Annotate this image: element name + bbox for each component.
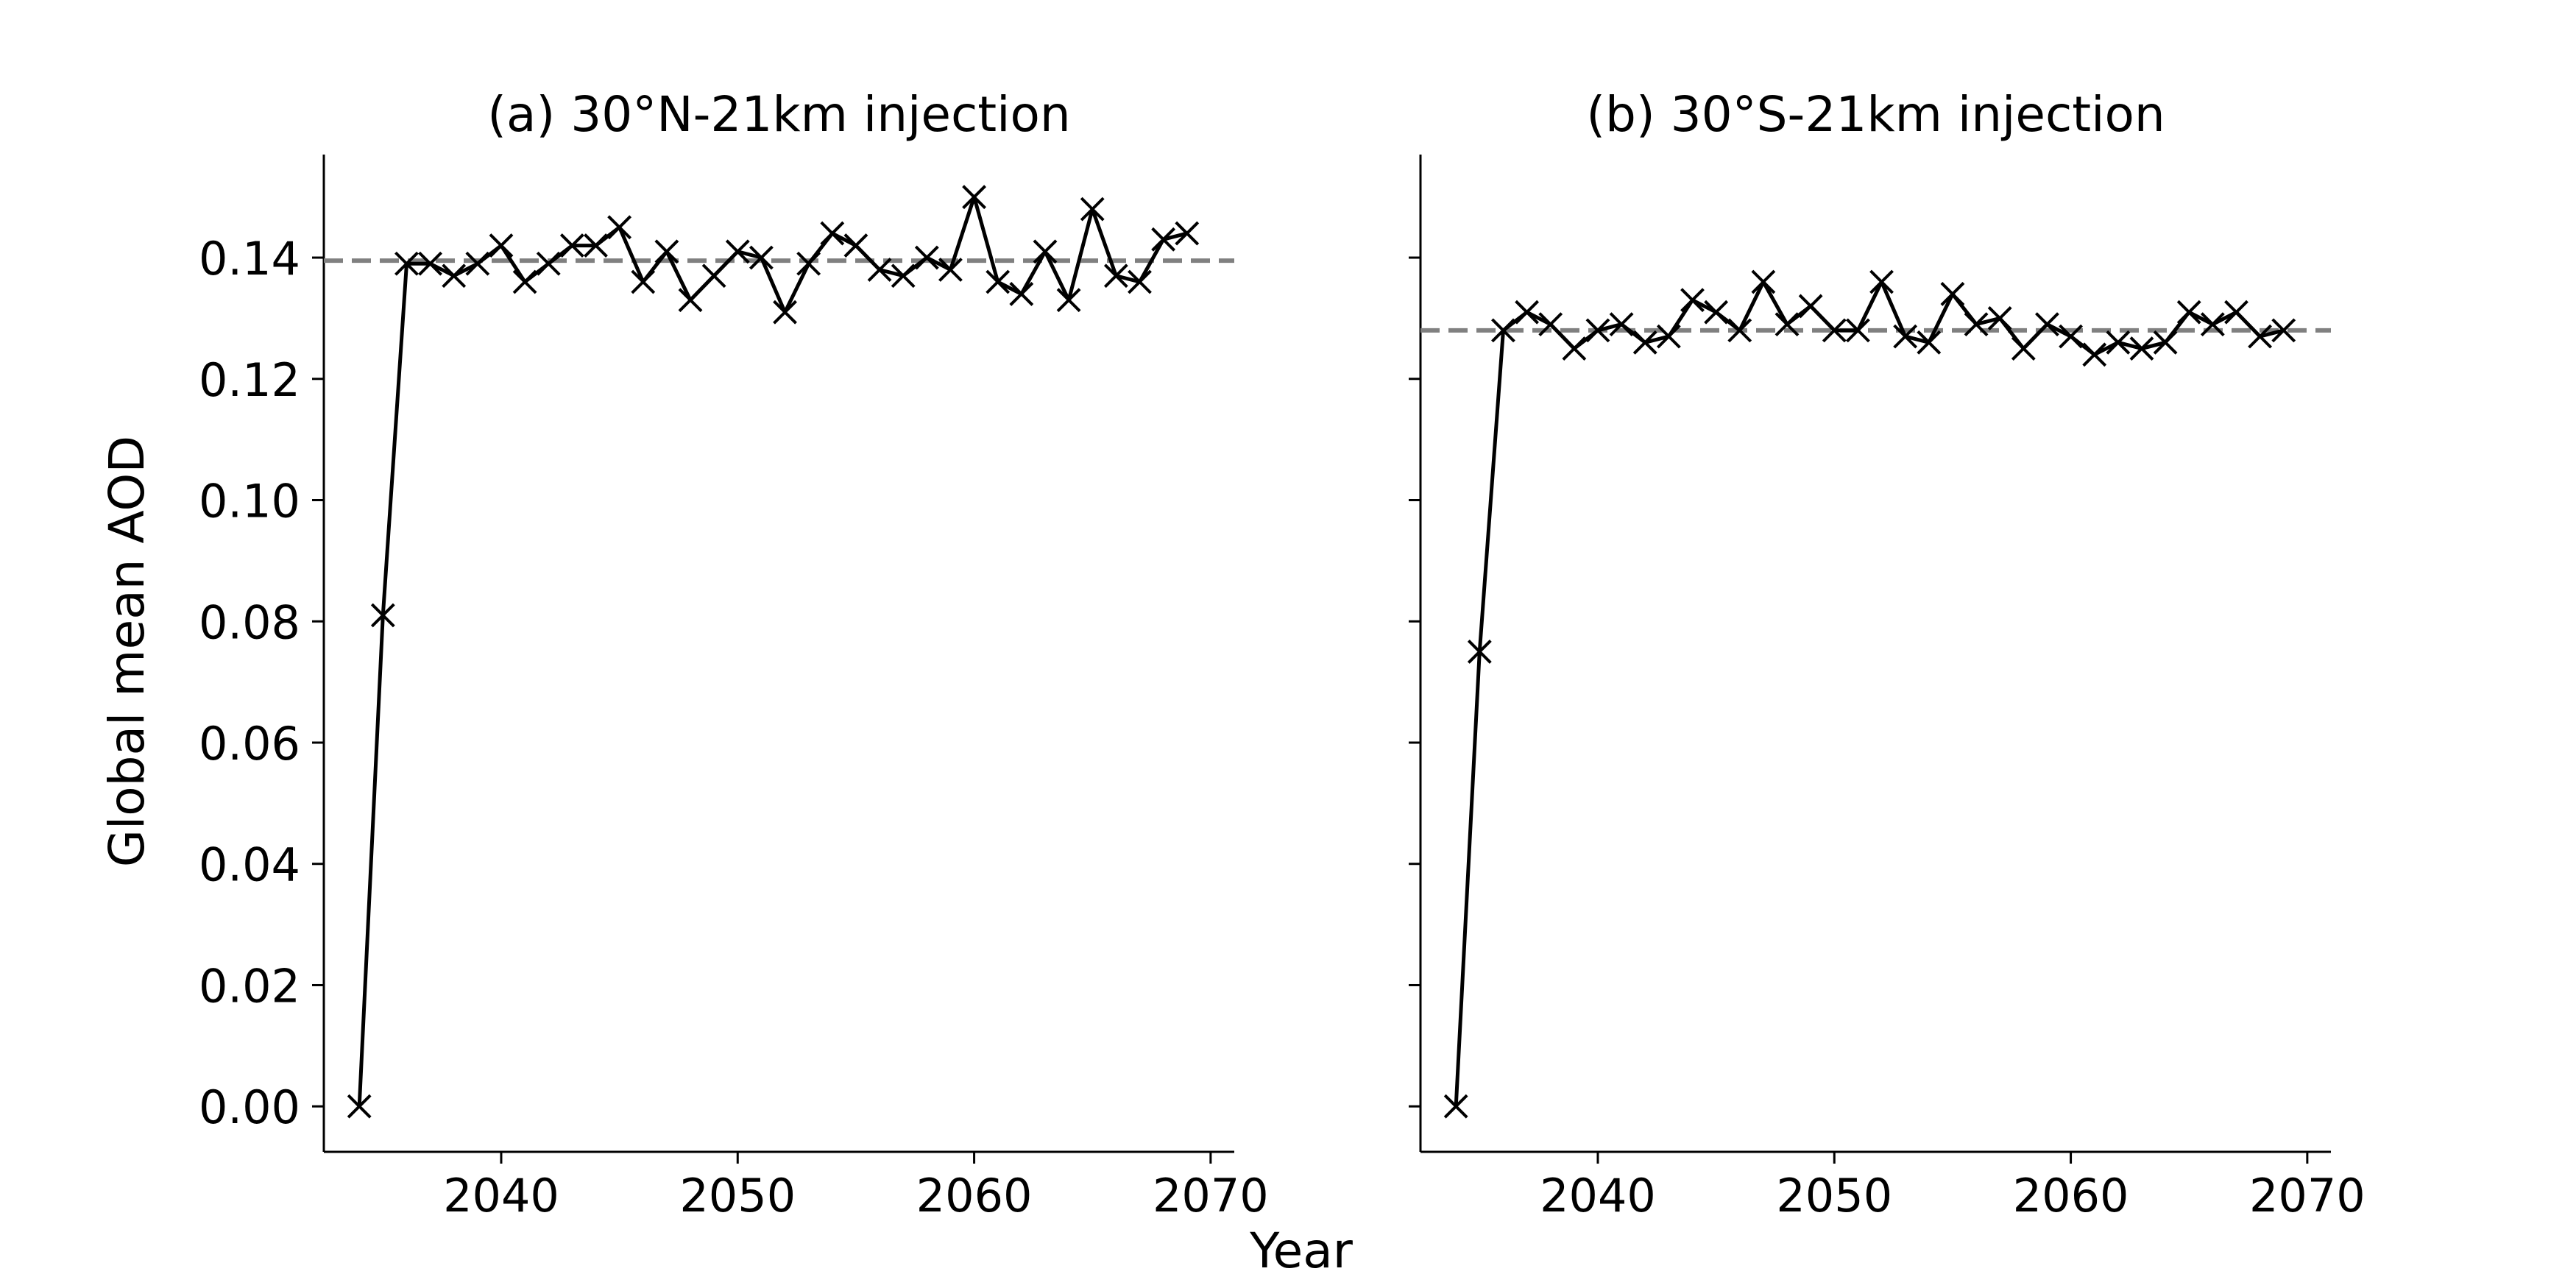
data-point-marker [1632, 330, 1657, 355]
data-point-marker [1128, 269, 1152, 294]
data-point-marker [347, 1094, 372, 1119]
data-point-marker [512, 269, 537, 294]
data-point-marker [1103, 263, 1128, 289]
x-tick-label: 2060 [2013, 1169, 2129, 1222]
data-point-marker [1175, 221, 1200, 246]
data-point-marker [442, 263, 467, 289]
data-point-marker [2106, 330, 2131, 355]
chart-title: (a) 30°N-21km injection [487, 86, 1070, 143]
data-point-marker [914, 245, 939, 270]
data-point-marker [2271, 318, 2296, 343]
data-point-marker [867, 258, 892, 282]
data-point-marker [1940, 282, 1965, 306]
data-point-marker [1704, 300, 1729, 325]
x-tick-label: 2040 [443, 1169, 559, 1222]
data-point-marker [370, 603, 395, 628]
data-point-marker [1656, 324, 1681, 349]
data-point-marker [2011, 336, 2036, 361]
y-tick-label: 0.14 [199, 232, 300, 286]
data-point-marker [891, 263, 916, 289]
data-point-marker [962, 185, 986, 210]
data-point-marker [1151, 227, 1176, 252]
panel-a: (a) 30°N-21km injection 0.00 0.02 0.04 0.06 0… [199, 86, 1269, 1222]
data-point-marker [489, 233, 514, 258]
y-tick-label: 0.06 [199, 717, 300, 771]
data-point-marker [938, 258, 963, 282]
data-point-marker [1964, 312, 1989, 337]
panel-b: (b) 30°S-21km injection 2040 2050 2060 2070 [1409, 86, 2366, 1222]
x-tick-label: 2070 [2249, 1169, 2366, 1222]
data-point-marker [536, 251, 561, 276]
data-point-marker [1538, 312, 1563, 337]
data-point-marker [1585, 318, 1610, 343]
data-point-marker [2176, 300, 2201, 325]
data-point-marker [2224, 300, 2248, 325]
data-point-marker [2153, 330, 2178, 355]
y-tick-label: 0.12 [199, 353, 300, 407]
data-point-marker [2035, 312, 2059, 337]
x-tick-label: 2060 [916, 1169, 1033, 1222]
data-point-marker [1562, 336, 1587, 361]
y-tick-label: 0.00 [199, 1080, 300, 1134]
data-point-marker [1751, 269, 1776, 294]
data-point-marker [394, 251, 419, 276]
data-point-marker [1727, 318, 1752, 343]
data-point-marker [2082, 342, 2107, 367]
data-point-marker [773, 300, 797, 325]
data-point-marker [1515, 300, 1539, 325]
data-point-marker [465, 251, 490, 276]
data-point-marker [1869, 269, 1894, 294]
x-tick-label: 2070 [1153, 1169, 1269, 1222]
x-tick-label: 2050 [1776, 1169, 1892, 1222]
data-point-marker [678, 288, 703, 313]
data-point-marker [1845, 318, 1870, 343]
data-point-marker [584, 233, 608, 258]
data-point-marker [2059, 324, 2083, 349]
data-point-marker [1080, 197, 1105, 222]
data-point-marker [843, 233, 868, 258]
data-point-marker [2248, 324, 2273, 349]
x-tick-label: 2050 [679, 1169, 796, 1222]
data-point-marker [1798, 294, 1823, 319]
data-point-marker [1822, 318, 1847, 343]
y-tick-label: 0.08 [199, 595, 300, 649]
data-point-marker [1009, 282, 1034, 306]
x-axis-label: Year [1249, 1222, 1354, 1279]
data-point-marker [1491, 318, 1515, 343]
data-point-marker [2200, 312, 2225, 337]
data-point-marker [559, 233, 584, 258]
data-point-marker [1033, 239, 1058, 264]
data-point-marker [631, 269, 656, 294]
series-line [357, 195, 1188, 1107]
data-point-marker [796, 251, 821, 276]
data-point-marker [1680, 288, 1705, 313]
data-point-marker [1443, 1094, 1468, 1119]
data-point-marker [2129, 336, 2154, 361]
chart-title: (b) 30°S-21km injection [1586, 86, 2165, 143]
data-point-marker [725, 239, 750, 264]
data-point-marker [1774, 312, 1800, 337]
data-point-marker [986, 269, 1011, 294]
series-line [1454, 280, 2285, 1107]
data-point-marker [418, 251, 442, 276]
data-point-marker [654, 239, 679, 264]
y-tick-label: 0.10 [199, 475, 300, 528]
data-point-marker [1917, 330, 1942, 355]
data-point-marker [1987, 305, 2012, 330]
data-point-marker [820, 221, 845, 246]
data-point-marker [1609, 312, 1634, 337]
x-tick-label: 2040 [1540, 1169, 1656, 1222]
data-point-marker [1056, 288, 1081, 313]
y-tick-label: 0.02 [199, 959, 300, 1013]
data-point-marker [749, 245, 774, 270]
data-point-marker [607, 215, 632, 240]
y-axis-label: Global mean AOD [99, 436, 155, 867]
y-tick-label: 0.04 [199, 838, 300, 892]
data-point-marker [1893, 324, 1918, 349]
data-point-marker [701, 263, 726, 289]
data-point-marker [1467, 640, 1492, 664]
